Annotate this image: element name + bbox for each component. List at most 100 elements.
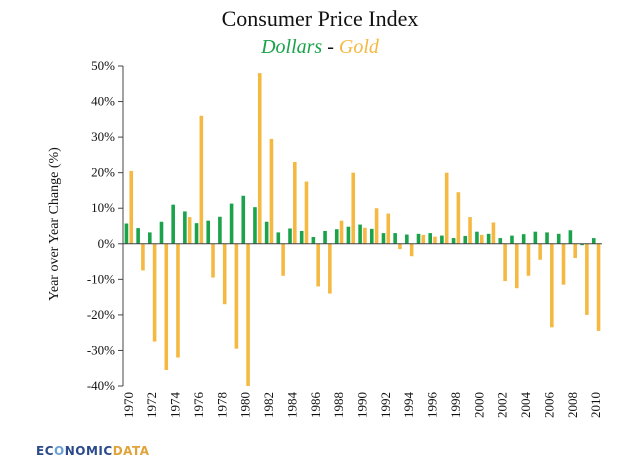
x-tick-label: 1992	[378, 392, 393, 418]
bar-gold-1994	[409, 243, 414, 257]
bar-dollars-1980	[241, 195, 246, 244]
bar-gold-1992	[386, 213, 391, 244]
bar-gold-1990	[363, 227, 367, 244]
legend-gold: Gold	[338, 36, 379, 58]
bar-gold-1983	[281, 243, 285, 276]
bar-gold-1986	[316, 243, 320, 287]
bars	[124, 73, 601, 386]
bar-gold-1972	[152, 243, 157, 342]
x-axis-ticks: 1970 1972 1974 1976 1978 1980 1982 1984 1986 1988…	[121, 392, 603, 419]
x-tick-label: 1998	[448, 392, 463, 418]
bar-dollars-1996	[428, 233, 432, 244]
bar-dollars-1986	[311, 237, 316, 244]
bar-dollars-2010	[591, 238, 596, 244]
y-tick-label: 50%	[91, 58, 115, 73]
bar-dollars-1992	[381, 233, 386, 244]
bar-gold-2001	[491, 222, 496, 244]
bar-gold-1976	[199, 115, 204, 244]
bar-dollars-1971	[136, 228, 140, 244]
bar-gold-1981	[257, 73, 262, 244]
bar-gold-1998	[456, 192, 461, 244]
bar-gold-1973	[164, 243, 169, 370]
bar-dollars-1973	[159, 221, 164, 244]
bar-dollars-1982	[264, 221, 269, 244]
bar-gold-2007	[561, 243, 566, 285]
bar-dollars-1999	[463, 235, 468, 244]
bar-dollars-2000	[475, 231, 479, 244]
x-tick-label: 2008	[565, 392, 580, 418]
bar-gold-2009	[585, 243, 589, 315]
y-tick-label: 10%	[91, 200, 115, 215]
x-tick-label: 1978	[214, 392, 229, 418]
bar-dollars-1972	[148, 232, 152, 244]
x-tick-label: 1982	[261, 392, 276, 418]
y-tick-label: 20%	[91, 165, 115, 180]
y-tick-label: 0%	[98, 236, 116, 251]
x-tick-label: 1986	[308, 392, 323, 419]
bar-dollars-1985	[299, 230, 304, 244]
bar-gold-2005	[538, 243, 542, 260]
bar-dollars-1984	[288, 228, 292, 244]
bar-gold-1997	[444, 172, 449, 244]
x-tick-label: 2000	[471, 392, 486, 418]
bar-dollars-1975	[183, 211, 187, 244]
bar-dollars-1994	[405, 234, 409, 244]
economicdata-logo: ECONOMICDATA	[36, 444, 150, 458]
y-axis-ticks: 50% 40% 30% 20% 10% 0% -10% -20% -30% -40%	[87, 58, 123, 393]
bar-gold-1989	[351, 172, 356, 244]
bar-gold-1980	[246, 243, 250, 386]
bar-dollars-1981	[253, 207, 257, 244]
bar-gold-1977	[211, 243, 215, 278]
bar-gold-2000	[479, 234, 484, 244]
x-tick-label: 2002	[495, 392, 510, 418]
bar-gold-2010	[596, 243, 601, 331]
bar-dollars-1983	[276, 232, 281, 244]
x-tick-label: 1980	[238, 392, 253, 418]
bar-gold-1987	[328, 243, 332, 294]
bar-gold-1995	[421, 234, 426, 244]
bar-gold-1974	[176, 243, 180, 358]
bar-gold-1985	[304, 181, 309, 244]
y-tick-label: -10%	[87, 271, 115, 286]
x-tick-label: 1972	[144, 392, 159, 418]
bar-dollars-1979	[229, 203, 234, 244]
bar-gold-1970	[129, 170, 134, 244]
bar-gold-1979	[234, 243, 239, 349]
y-tick-label: 30%	[91, 129, 115, 144]
bar-dollars-2005	[533, 231, 538, 244]
bar-dollars-1989	[346, 226, 351, 244]
bar-dollars-1974	[171, 204, 175, 244]
x-tick-label: 1976	[191, 392, 206, 419]
bar-dollars-1987	[323, 230, 327, 244]
x-tick-label: 1970	[121, 392, 136, 418]
y-tick-label: -20%	[87, 307, 115, 322]
bar-gold-2003	[514, 243, 519, 289]
x-tick-label: 2006	[541, 392, 556, 419]
x-tick-label: 2004	[518, 392, 533, 419]
bar-dollars-2006	[545, 232, 549, 244]
bar-gold-1991	[374, 208, 379, 244]
x-tick-label: 1974	[168, 392, 183, 419]
bar-gold-1971	[141, 243, 145, 271]
bar-dollars-2001	[486, 233, 491, 244]
x-tick-label: 1994	[401, 392, 416, 419]
bar-dollars-2008	[568, 230, 573, 244]
x-tick-label: 1990	[355, 392, 370, 418]
x-tick-label: 1984	[284, 392, 299, 419]
bar-gold-1996	[433, 236, 437, 244]
bar-dollars-2009	[580, 243, 584, 246]
bar-gold-2008	[573, 243, 577, 258]
bar-dollars-1991	[369, 228, 374, 244]
bar-gold-1978	[222, 243, 227, 305]
bar-dollars-2003	[510, 235, 514, 244]
bar-gold-1984	[293, 162, 297, 244]
bar-dollars-1978	[218, 216, 222, 244]
bar-gold-1993	[398, 243, 402, 250]
bar-dollars-2002	[498, 238, 503, 244]
bar-dollars-1998	[451, 238, 456, 244]
bar-gold-2002	[503, 243, 507, 282]
y-tick-label: -30%	[87, 342, 115, 357]
y-tick-label: -40%	[87, 378, 115, 393]
x-tick-label: 2010	[588, 392, 603, 418]
bar-gold-2006	[550, 243, 554, 328]
